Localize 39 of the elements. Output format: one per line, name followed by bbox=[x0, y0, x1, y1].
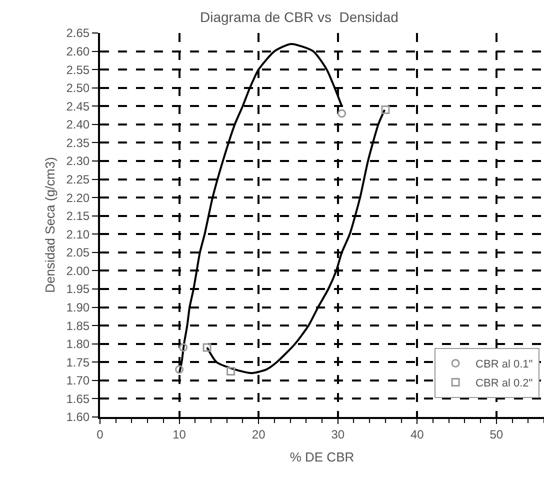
point bbox=[202, 343, 212, 352]
x-tick-label: 20 bbox=[252, 427, 266, 442]
y-tick-label: 2.00 bbox=[66, 264, 90, 278]
legend-label: CBR al 0.1" bbox=[476, 358, 533, 371]
y-tick-label: 2.40 bbox=[66, 118, 90, 132]
y-tick-label: 1.65 bbox=[66, 392, 90, 406]
legend-label: CBR al 0.2" bbox=[476, 378, 533, 390]
point bbox=[381, 106, 390, 114]
y-tick-label: 2.35 bbox=[66, 136, 90, 150]
point bbox=[175, 365, 184, 374]
x-tick-label: 50 bbox=[490, 427, 504, 442]
y-tick-label: 1.80 bbox=[66, 337, 90, 352]
y-tick-label: 2.55 bbox=[66, 62, 90, 77]
x-tick-label: 0 bbox=[96, 427, 104, 442]
y-tick-label: 2.60 bbox=[66, 44, 90, 58]
point bbox=[226, 367, 236, 376]
y-tick-label: 2.05 bbox=[66, 246, 90, 260]
x-tick-label: 40 bbox=[410, 427, 424, 442]
y-tick-label: 1.85 bbox=[66, 318, 90, 333]
x-tick-label: 10 bbox=[172, 427, 186, 442]
chart-title: Diagrama de CBR vs Densidad bbox=[200, 9, 398, 26]
y-tick-label: 2.65 bbox=[66, 26, 90, 40]
y-tick-label: 1.70 bbox=[66, 374, 90, 388]
y-tick-label: 2.50 bbox=[66, 81, 90, 96]
y-axis-title: Densidad Seca (g/cm3) bbox=[42, 157, 58, 293]
y-tick-label: 2.15 bbox=[66, 209, 90, 224]
y-tick-label: 1.90 bbox=[66, 300, 90, 314]
y-tick-label: 2.45 bbox=[66, 99, 90, 114]
y-tick-label: 2.30 bbox=[66, 154, 90, 168]
y-tick-label: 2.20 bbox=[66, 190, 90, 205]
point bbox=[179, 343, 188, 352]
y-tick-label: 1.75 bbox=[66, 355, 90, 370]
y-tick-label: 2.25 bbox=[66, 172, 90, 186]
y-tick-label: 2.10 bbox=[66, 227, 90, 242]
point bbox=[338, 109, 346, 118]
x-tick-label: 30 bbox=[331, 427, 345, 442]
x-axis-title: % DE CBR bbox=[290, 450, 354, 464]
y-tick-label: 1.60 bbox=[66, 410, 90, 424]
y-tick-label: 1.95 bbox=[66, 282, 90, 296]
